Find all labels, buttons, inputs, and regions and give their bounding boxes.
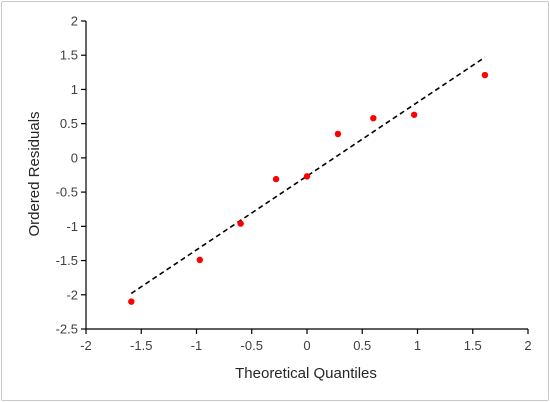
x-tick-label: 2 [524, 338, 531, 353]
data-points [128, 71, 489, 305]
y-tick-label: 2 [71, 14, 78, 29]
y-tick-labels: -2.5 -2 -1.5 -1 -0.5 0 0.5 1 1.5 2 [56, 14, 86, 337]
data-point [334, 130, 342, 138]
data-point [370, 114, 377, 122]
y-tick-label: 1 [71, 82, 78, 97]
y-tick-label: -0.5 [56, 185, 78, 200]
y-tick-label: 0 [71, 150, 78, 165]
x-tick-label: -2 [80, 338, 92, 353]
x-tick-label: 0 [303, 338, 310, 353]
data-point [196, 256, 204, 264]
y-tick-label: -1 [66, 219, 78, 234]
x-tick-label: 0.5 [353, 338, 371, 353]
data-point [272, 175, 280, 183]
data-point [303, 173, 311, 180]
x-tick-labels: -2 -1.5 -1 -0.5 0 0.5 1 1.5 2 [80, 329, 532, 353]
data-point [237, 220, 244, 227]
y-tick-label: -2.5 [56, 322, 78, 337]
data-point [410, 111, 418, 118]
x-tick-label: 1.5 [464, 338, 482, 353]
y-axis-title: Ordered Residuals [26, 111, 43, 236]
x-tick-label: -0.5 [241, 338, 263, 353]
data-point [481, 71, 489, 79]
y-tick-label: -2 [66, 287, 78, 302]
data-point [128, 298, 135, 305]
y-tick-label: 0.5 [60, 116, 78, 131]
x-axis-title: Theoretical Quantiles [235, 365, 377, 382]
x-tick-label: -1 [191, 338, 203, 353]
y-tick-label: -1.5 [56, 253, 78, 268]
y-tick-label: 1.5 [60, 48, 78, 63]
x-tick-label: -1.5 [130, 338, 152, 353]
x-tick-label: 1 [414, 338, 421, 353]
